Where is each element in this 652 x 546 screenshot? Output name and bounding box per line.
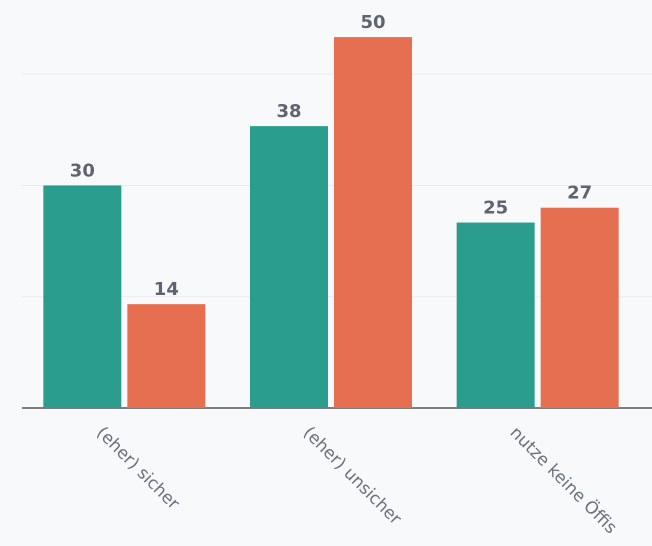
bar — [43, 185, 122, 408]
x-tick-label: (eher) sicher — [92, 423, 183, 514]
bar — [540, 207, 619, 408]
value-label: 14 — [154, 279, 179, 300]
bar — [127, 304, 206, 408]
value-label: 25 — [483, 198, 508, 219]
value-label: 50 — [360, 12, 385, 33]
value-label: 30 — [70, 160, 95, 181]
bar — [334, 37, 412, 408]
bar — [456, 222, 535, 408]
bar — [250, 126, 328, 408]
x-tick-label: nutze keine Öffis — [506, 422, 623, 539]
x-tick-label: (eher) unsicher — [299, 423, 405, 529]
value-label: 38 — [276, 101, 301, 122]
value-label: 27 — [567, 183, 592, 204]
